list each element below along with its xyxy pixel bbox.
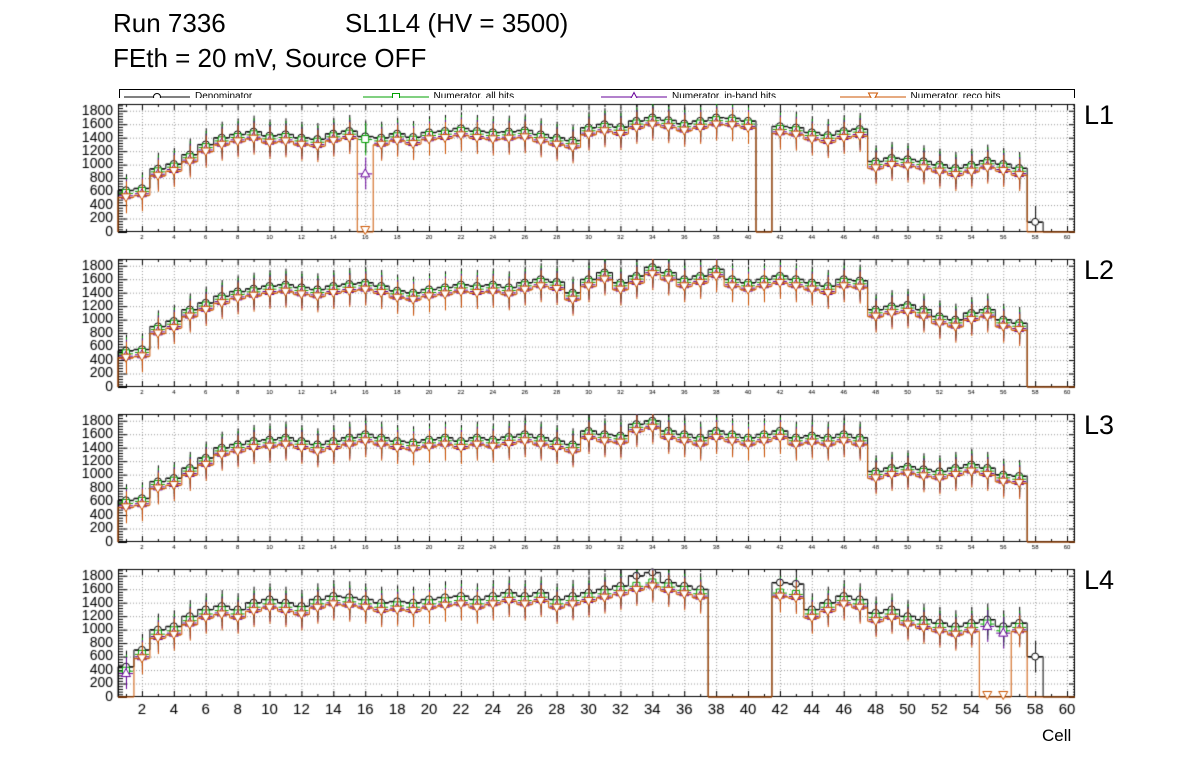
layer-label-L2: L2: [1084, 255, 1115, 285]
conditions-title: FEth = 20 mV, Source OFF: [113, 43, 427, 73]
x-axis-title: Cell: [1042, 726, 1072, 745]
legend-entry-label: Numerator, reco hits: [910, 90, 1001, 102]
chamber-title: SL1L4 (HV = 3500): [345, 8, 569, 38]
panel-canvas-L3: [0, 408, 1196, 558]
legend-entry-numerator-reco-hits: Numerator, reco hits: [836, 90, 1075, 103]
layer-label-L3: L3: [1084, 410, 1115, 440]
triangle-down-marker-icon: [839, 92, 906, 103]
legend-entry-label: Numerator, in-band hits: [672, 90, 776, 102]
panel-canvas-L2: [0, 253, 1196, 403]
layer-label-L4: L4: [1084, 565, 1115, 595]
panel-canvas-L1: [0, 98, 1196, 248]
legend-entry-label: Denominator: [195, 90, 253, 102]
legend-entry-label: Numerator, all hits: [433, 90, 515, 102]
run-title: Run 7336: [113, 8, 226, 38]
panel-canvas-L4: [0, 563, 1196, 733]
layer-label-L1: L1: [1084, 100, 1115, 130]
